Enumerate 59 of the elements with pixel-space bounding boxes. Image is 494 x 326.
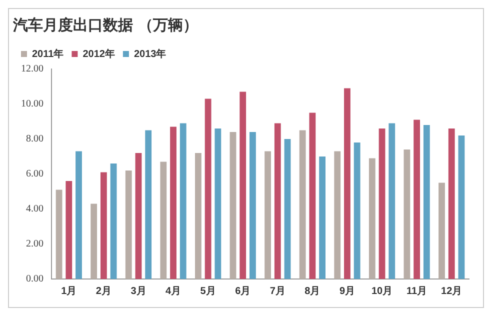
bar: [368, 158, 376, 279]
bar: [299, 130, 306, 279]
bar: [264, 151, 271, 279]
bar: [214, 128, 222, 279]
y-tick-label: 12.00: [21, 64, 44, 75]
bar: [284, 139, 291, 279]
x-tick-label: 1月: [61, 286, 77, 297]
bar: [448, 128, 455, 279]
bar: [160, 162, 167, 279]
bar: [90, 204, 98, 279]
bar: [309, 112, 316, 279]
bar: [230, 132, 236, 279]
x-tick-label: 8月: [304, 286, 320, 297]
y-tick-label: 0.00: [26, 274, 44, 285]
x-tick-label: 6月: [235, 286, 251, 297]
bar: [204, 98, 212, 279]
x-tick-label: 7月: [270, 286, 286, 297]
y-tick-label: 10.00: [21, 98, 44, 110]
chart-title: 汽车月度出口数据 （万辆）: [12, 16, 198, 34]
x-tick-label: 5月: [200, 286, 216, 297]
bar: [378, 128, 386, 279]
bar: [423, 125, 430, 279]
y-tick-label: 6.00: [26, 168, 44, 180]
bar: [388, 123, 396, 279]
bar: [354, 142, 360, 279]
x-tick-label: 10月: [371, 286, 393, 297]
legend-label: 2011年: [32, 48, 64, 60]
y-tick-label: 4.00: [26, 204, 44, 215]
bar: [274, 123, 281, 279]
bar: [125, 170, 132, 279]
bar: [458, 136, 465, 279]
bar: [110, 164, 117, 279]
bar: [334, 151, 341, 279]
bar: [180, 123, 186, 279]
bar: [135, 153, 142, 279]
x-tick-label: 9月: [339, 286, 356, 297]
x-tick-label: 4月: [165, 286, 182, 297]
bar: [344, 88, 350, 279]
bar: [76, 151, 82, 279]
y-tick-label: 2.00: [26, 238, 44, 250]
bar: [170, 126, 176, 279]
bar: [195, 153, 202, 279]
bar: [414, 120, 420, 279]
bar: [56, 190, 62, 279]
bar: [319, 156, 326, 279]
bar: [145, 130, 152, 279]
x-tick-label: 2月: [96, 286, 112, 297]
x-tick-label: 3月: [130, 286, 146, 297]
bar: [404, 150, 410, 279]
legend-label: 2012年: [82, 48, 115, 60]
bar: [438, 182, 445, 279]
x-tick-label: 11月: [406, 286, 428, 297]
bar: [66, 181, 72, 279]
bar: [250, 132, 256, 279]
bar: [100, 172, 107, 279]
y-tick-label: 8.00: [26, 134, 44, 145]
bar: [240, 92, 246, 279]
x-tick-label: 12月: [441, 286, 462, 297]
legend-label: 2013年: [134, 48, 166, 60]
